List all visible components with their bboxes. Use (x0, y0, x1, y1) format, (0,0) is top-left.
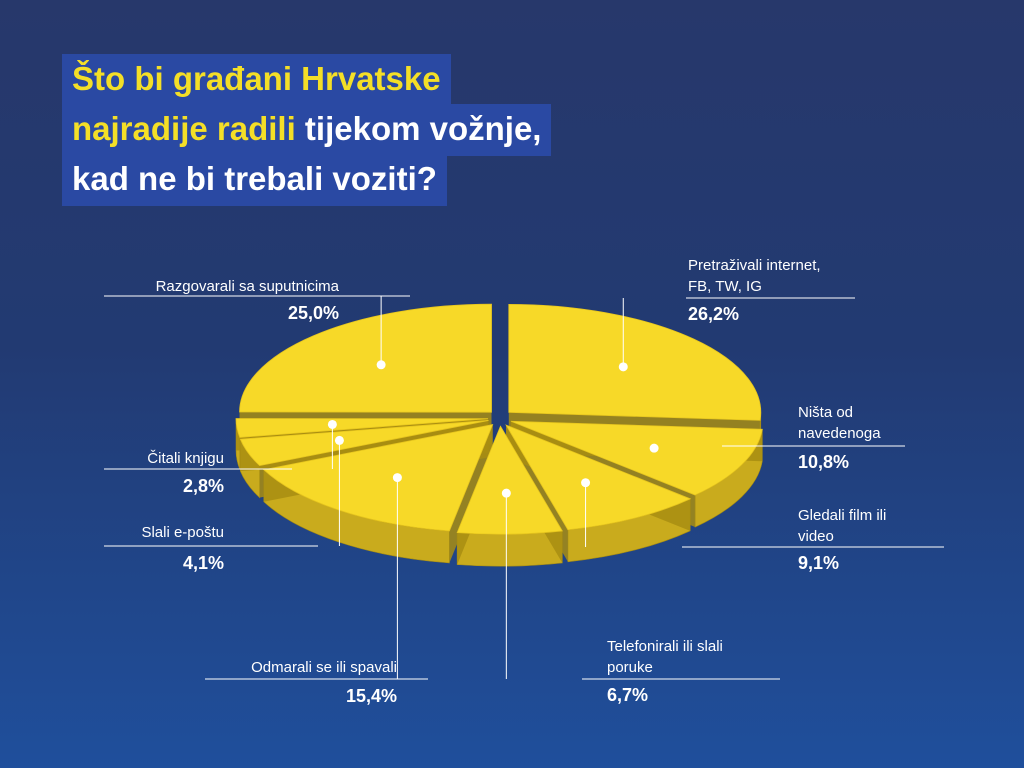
slice-label-group-4: Odmarali se ili spavali 15,4% (205, 473, 428, 706)
leader-line-6 (104, 424, 333, 470)
title-line-1: Što bi građani Hrvatske (62, 54, 451, 106)
slice-label-3-0: Telefonirali ili slali (607, 638, 723, 655)
slice-label-5-0: Slali e-poštu (141, 524, 224, 541)
slice-value-7: 25,0% (288, 303, 339, 323)
pie-slice-6 (235, 418, 489, 438)
slice-label-4-0: Odmarali se ili spavali (251, 659, 397, 676)
leader-line-2 (585, 482, 944, 548)
slice-label-1-1: navedenoga (798, 425, 881, 442)
slice-label-group-2: Gledali film ili video 9,1% (581, 478, 944, 573)
slice-label-1-0: Ništa od (798, 404, 853, 421)
leader-dot-7 (376, 360, 386, 370)
title-line-3: kad ne bi trebali voziti? (62, 154, 447, 206)
slice-label-7-0: Razgovarali sa suputnicima (156, 278, 340, 295)
pie-slice-0 (508, 303, 762, 421)
leader-line-3 (505, 493, 780, 680)
slice-value-6: 2,8% (183, 476, 224, 496)
slice-value-3: 6,7% (607, 685, 648, 705)
leader-dot-5 (334, 435, 344, 445)
leader-dot-0 (618, 362, 628, 372)
pie-slice-7 (239, 303, 492, 413)
slice-value-0: 26,2% (688, 304, 739, 324)
leader-line-0 (622, 297, 855, 367)
leader-dot-4 (392, 473, 402, 483)
slice-label-2-1: video (798, 528, 834, 545)
pie-slice-1 (510, 420, 763, 496)
slice-label-group-7: Razgovarali sa suputnicima 25,0% (104, 278, 410, 370)
title-line-2: najradije radili tijekom vožnje, (62, 104, 552, 156)
slice-label-0-1: FB, TW, IG (688, 278, 762, 295)
slice-label-0-0: Pretraživali internet, (688, 257, 821, 274)
leader-dot-1 (649, 443, 659, 453)
slice-value-4: 15,4% (346, 686, 397, 706)
slice-label-group-3: Telefonirali ili slali poruke 6,7% (501, 488, 780, 705)
leader-line-4 (205, 477, 428, 680)
slice-label-2-0: Gledali film ili (798, 507, 886, 524)
leader-dot-2 (581, 478, 591, 488)
slice-value-5: 4,1% (183, 553, 224, 573)
slice-label-group-1: Ništa od navedenoga 10,8% (649, 404, 905, 472)
pie-slice-3 (456, 425, 563, 535)
pie-slice-2 (505, 424, 692, 531)
leader-line-7 (104, 295, 410, 365)
slice-label-group-0: Pretraživali internet, FB, TW, IG 26,2% (618, 257, 855, 372)
slice-label-3-1: poruke (607, 659, 653, 676)
leader-dot-3 (501, 488, 511, 498)
pie-slice-5 (239, 420, 489, 467)
leader-line-5 (104, 440, 340, 547)
slice-value-1: 10,8% (798, 452, 849, 472)
slice-label-group-5: Slali e-poštu 4,1% (104, 435, 344, 573)
leader-dot-6 (327, 419, 337, 429)
slice-label-6-0: Čitali knjigu (147, 450, 224, 467)
slice-value-2: 9,1% (798, 553, 839, 573)
slice-label-group-6: Čitali knjigu 2,8% (104, 419, 337, 496)
